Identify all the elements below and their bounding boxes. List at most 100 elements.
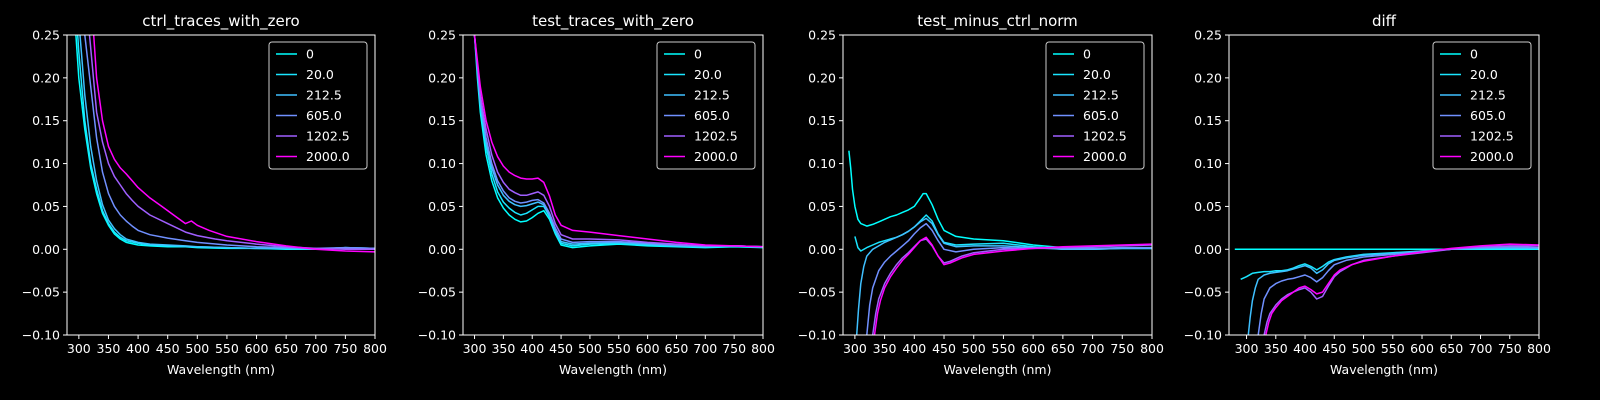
chart-title: test_traces_with_zero (532, 12, 694, 31)
y-tick-label: 0.00 (32, 242, 60, 257)
y-tick-label: 0.10 (1194, 156, 1222, 171)
y-tick-label: 0.10 (32, 156, 60, 171)
y-tick-label: 0.05 (428, 199, 456, 214)
x-tick-label: 500 (185, 341, 209, 356)
series-line-2 (855, 217, 1152, 335)
y-tick-label: 0.00 (428, 242, 456, 257)
series-line-4 (1263, 245, 1539, 335)
y-tick-label: 0.05 (808, 199, 836, 214)
x-axis-label: Wavelength (nm) (559, 362, 667, 377)
chart-title: diff (1372, 12, 1397, 30)
x-axis-label: Wavelength (nm) (1330, 362, 1438, 377)
y-tick-label: 0.15 (1194, 113, 1222, 128)
series-line-0 (848, 150, 1152, 250)
y-tick-label: 0.20 (1194, 70, 1222, 85)
y-tick-label: 0.15 (808, 113, 836, 128)
x-tick-label: 600 (636, 341, 660, 356)
y-tick-label: −0.10 (798, 328, 836, 343)
x-tick-label: 350 (1264, 341, 1288, 356)
x-tick-label: 800 (1140, 341, 1164, 356)
x-tick-label: 600 (1021, 341, 1045, 356)
x-tick-label: 650 (665, 341, 689, 356)
legend-entry: 1202.5 (1083, 129, 1127, 144)
x-tick-label: 400 (520, 341, 544, 356)
legend-entry: 212.5 (306, 88, 342, 103)
plot-frame (66, 34, 376, 336)
legend-entry: 20.0 (1083, 67, 1111, 82)
legend-entry: 20.0 (694, 67, 722, 82)
x-axis-label: Wavelength (nm) (944, 362, 1052, 377)
legend-entry: 2000.0 (694, 149, 738, 164)
chart-panel-3: test_minus_ctrl_norm 300 350 400 450 500 550 60… (798, 12, 1164, 377)
x-tick-label: 500 (1352, 341, 1376, 356)
x-tick-label: 300 (843, 341, 867, 356)
x-tick-label: 650 (1439, 341, 1463, 356)
y-tick-label: 0.05 (32, 199, 60, 214)
legend-entry: 2000.0 (306, 149, 350, 164)
legend-entry: 212.5 (694, 88, 730, 103)
legend-entry: 1202.5 (1470, 129, 1514, 144)
x-tick-label: 450 (932, 341, 956, 356)
series-line-5 (873, 236, 1152, 335)
legend-entry: 2000.0 (1083, 149, 1127, 164)
x-tick-label: 450 (156, 341, 180, 356)
legend-entry: 20.0 (306, 67, 334, 82)
series-line-4 (473, 35, 763, 248)
x-tick-label: 500 (578, 341, 602, 356)
legend: 0 20.0 212.5 605.0 1202.5 2000.0 (1045, 41, 1145, 170)
legend: 0 20.0 212.5 605.0 1202.5 2000.0 (1432, 41, 1532, 170)
legend-entry: 1202.5 (306, 129, 350, 144)
y-tick-label: −0.05 (22, 285, 60, 300)
legend-entry: 0 (694, 47, 702, 62)
x-tick-label: 800 (363, 341, 387, 356)
legend-entry: 0 (306, 47, 314, 62)
x-tick-label: 750 (722, 341, 746, 356)
x-tick-label: 700 (1081, 341, 1105, 356)
series-line-4 (871, 238, 1152, 335)
series-line-4 (88, 35, 375, 251)
legend-entry: 20.0 (1470, 67, 1498, 82)
series-line-2 (79, 35, 375, 251)
legend-entry: 212.5 (1470, 88, 1506, 103)
x-tick-label: 350 (97, 341, 121, 356)
y-tick-label: 0.20 (32, 70, 60, 85)
legend-entry: 1202.5 (694, 129, 738, 144)
series-line-3 (866, 222, 1152, 335)
series-line-1 (854, 214, 1152, 252)
chart-panel-4: diff 300 350 400 450 500 550 600 650 700 750 800 −0.… (1184, 12, 1551, 377)
y-tick-label: 0.25 (808, 28, 836, 43)
x-tick-label: 800 (1527, 341, 1551, 356)
series-line-5 (473, 35, 763, 248)
plot-frame (842, 34, 1153, 336)
x-tick-label: 300 (67, 341, 91, 356)
x-tick-label: 700 (693, 341, 717, 356)
plot-frame (1228, 34, 1540, 336)
series-line-5 (92, 35, 375, 253)
legend-entry: 605.0 (1470, 108, 1506, 123)
x-tick-label: 600 (1410, 341, 1434, 356)
x-tick-label: 400 (126, 341, 150, 356)
x-tick-label: 650 (1051, 341, 1075, 356)
x-tick-label: 750 (1498, 341, 1522, 356)
x-tick-label: 550 (215, 341, 239, 356)
legend: 0 20.0 212.5 605.0 1202.5 2000.0 (268, 41, 368, 170)
chart-panel-2: test_traces_with_zero 300 350 400 450 500 550 6… (418, 12, 775, 377)
chart-title: test_minus_ctrl_norm (917, 12, 1078, 31)
series-line-3 (473, 35, 763, 248)
x-tick-label: 500 (962, 341, 986, 356)
x-tick-label: 350 (873, 341, 897, 356)
series-line-2 (473, 35, 763, 248)
x-tick-label: 300 (1235, 341, 1259, 356)
y-tick-label: 0.20 (428, 70, 456, 85)
x-tick-label: 300 (463, 341, 487, 356)
y-tick-label: −0.05 (798, 285, 836, 300)
legend-entry: 2000.0 (1470, 149, 1514, 164)
y-tick-label: −0.05 (418, 285, 456, 300)
x-tick-label: 400 (902, 341, 926, 356)
chart-title: ctrl_traces_with_zero (142, 12, 299, 31)
x-tick-label: 350 (491, 341, 515, 356)
y-tick-label: −0.05 (1184, 285, 1222, 300)
legend-entry: 605.0 (1083, 108, 1119, 123)
x-tick-label: 800 (751, 341, 775, 356)
